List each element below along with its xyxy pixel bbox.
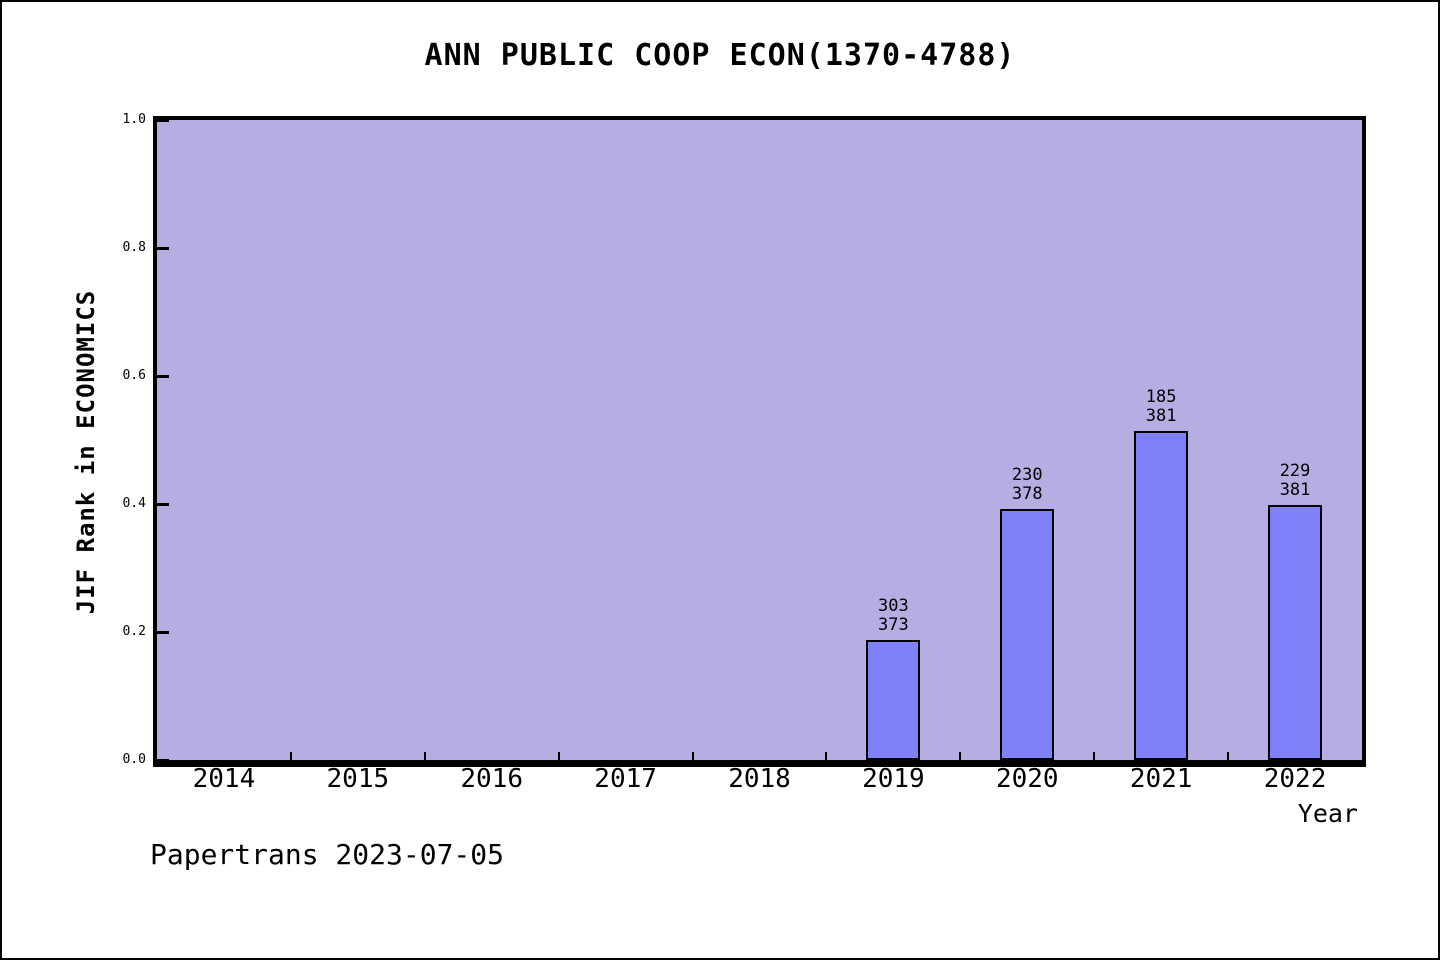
- bar-value-label: 230 378: [967, 466, 1087, 504]
- x-tick: [289, 752, 292, 760]
- footer-text: Papertrans 2023-07-05: [150, 838, 505, 871]
- bar-label-numerator: 303: [878, 596, 909, 616]
- chart-title: ANN PUBLIC COOP ECON(1370-4788): [424, 38, 1016, 73]
- y-tick: [157, 759, 169, 762]
- x-tick-label: 2016: [460, 764, 524, 794]
- bar-label-denominator: 378: [1011, 484, 1043, 504]
- y-tick-label: 0.0: [122, 752, 146, 767]
- bar-label-denominator: 381: [1145, 406, 1177, 426]
- y-tick: [157, 119, 169, 122]
- bar-label-numerator: 185: [1145, 387, 1177, 407]
- x-tick: [1093, 752, 1096, 760]
- y-axis-label: JIF Rank in ECONOMICS: [72, 289, 100, 615]
- y-tick: [157, 631, 169, 634]
- x-tick: [1227, 752, 1230, 760]
- x-tick-label: 2017: [594, 764, 657, 794]
- bar: [866, 640, 921, 760]
- bar: [1000, 509, 1055, 760]
- bar-label-numerator: 229: [1279, 461, 1311, 481]
- x-tick-label: 2019: [862, 764, 925, 794]
- y-tick: [157, 375, 169, 378]
- y-tick-label: 0.4: [122, 496, 146, 511]
- x-tick: [825, 752, 828, 760]
- bar-label-denominator: 381: [1279, 480, 1311, 500]
- x-tick-label: 2022: [1263, 764, 1327, 794]
- y-tick-label: 0.8: [122, 240, 146, 255]
- y-tick: [157, 247, 169, 250]
- bar-label-denominator: 373: [878, 615, 909, 635]
- y-tick-label: 0.2: [122, 624, 146, 639]
- x-tick-label: 2020: [995, 764, 1059, 794]
- bar: [1268, 505, 1323, 760]
- y-tick-label: 0.6: [122, 368, 146, 383]
- bar-value-label: 303 373: [833, 597, 953, 635]
- x-tick: [423, 752, 426, 760]
- bar-value-label: 185 381: [1101, 388, 1221, 426]
- bar: [1134, 431, 1189, 760]
- x-tick-label: 2021: [1129, 764, 1193, 794]
- x-tick-label: 2014: [192, 764, 256, 794]
- x-tick-label: 2015: [326, 764, 390, 794]
- x-tick: [557, 752, 560, 760]
- bar-value-label: 229 381: [1235, 462, 1355, 500]
- bar-label-numerator: 230: [1011, 465, 1043, 485]
- x-tick: [691, 752, 694, 760]
- y-tick: [157, 503, 169, 506]
- x-tick: [959, 752, 962, 760]
- x-tick-label: 2018: [728, 764, 791, 794]
- y-tick-label: 1.0: [122, 112, 146, 127]
- x-axis-label: Year: [1297, 799, 1358, 828]
